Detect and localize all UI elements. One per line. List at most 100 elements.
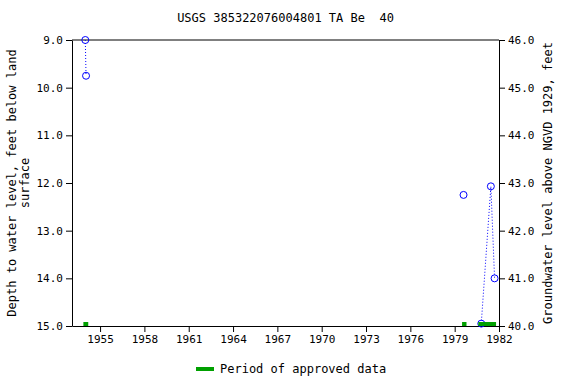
tick-label: 1955 — [87, 333, 114, 346]
axis-line — [72, 41, 73, 327]
tick: 1964 — [220, 326, 247, 346]
chart: USGS 385322076004801 TA Be 40 1955 1958 196… — [0, 0, 576, 384]
tick-mark — [66, 183, 72, 184]
y-axis-title-line: Depth to water level, feet below land — [5, 49, 19, 316]
legend-label: Period of approved data — [220, 362, 386, 376]
tick-label: 1976 — [398, 333, 425, 346]
y-axis: 9.0 10.0 11.0 12.0 13.0 14.0 15.0 — [37, 34, 73, 333]
y2-axis-title: Groundwater level above NGVD 1929, feet — [541, 42, 555, 324]
tick-label: 44.0 — [508, 129, 535, 142]
tick: 13.0 — [37, 225, 73, 238]
tick: 46.0 — [499, 34, 535, 47]
tick-mark — [499, 231, 505, 232]
tick-mark — [66, 326, 72, 327]
tick-mark — [100, 326, 101, 332]
tick-mark — [499, 183, 505, 184]
tick: 9.0 — [43, 34, 72, 47]
data-point — [460, 191, 467, 198]
data-point — [491, 275, 498, 282]
tick-label: 43.0 — [508, 177, 535, 190]
tick-mark — [499, 88, 505, 89]
tick: 1976 — [398, 326, 425, 346]
tick-mark — [66, 278, 72, 279]
y2-axis: 40.0 41.0 42.0 43.0 44.0 45.0 46.0 — [499, 34, 535, 333]
data-point — [487, 183, 494, 190]
tick: 40.0 — [499, 320, 535, 333]
frame-top — [72, 40, 499, 41]
tick-label: 15.0 — [37, 320, 64, 333]
tick: 10.0 — [37, 82, 73, 95]
tick: 1967 — [265, 326, 292, 346]
title: USGS 385322076004801 TA Be 40 — [177, 11, 394, 25]
tick: 14.0 — [37, 272, 73, 285]
tick-mark — [189, 326, 190, 332]
tick-mark — [499, 326, 505, 327]
tick: 1955 — [87, 326, 114, 346]
tick: 1970 — [309, 326, 336, 346]
series-line — [481, 186, 494, 323]
tick-label: 11.0 — [37, 129, 64, 142]
tick: 12.0 — [37, 177, 73, 190]
tick-label: 1982 — [486, 333, 513, 346]
data-point — [83, 72, 90, 79]
tick: 45.0 — [499, 82, 535, 95]
tick-mark — [233, 326, 234, 332]
approved-period — [478, 322, 496, 326]
tick-mark — [410, 326, 411, 332]
tick-mark — [66, 40, 72, 41]
tick-label: 41.0 — [508, 272, 535, 285]
tick: 1979 — [442, 326, 469, 346]
legend-swatch — [196, 367, 214, 371]
tick-mark — [455, 326, 456, 332]
series-points — [460, 191, 467, 198]
tick-mark — [499, 40, 505, 41]
tick-mark — [144, 326, 145, 332]
tick-label: 10.0 — [37, 82, 64, 95]
y-axis-title: Depth to water level, feet below landsur… — [5, 49, 32, 316]
tick-label: 1961 — [176, 333, 203, 346]
tick-label: 40.0 — [508, 320, 535, 333]
tick-mark — [366, 326, 367, 332]
tick: 1958 — [132, 326, 159, 346]
tick: 42.0 — [499, 225, 535, 238]
approved-period — [462, 322, 466, 326]
tick-mark — [66, 88, 72, 89]
y-axis-title-line: surface — [18, 158, 32, 209]
plot-area — [82, 37, 498, 328]
series-points — [478, 183, 498, 327]
approved-periods — [83, 324, 496, 325]
tick-label: 46.0 — [508, 34, 535, 47]
tick-label: 1967 — [265, 333, 292, 346]
x-axis: 1955 1958 1961 1964 1967 1970 1973 1976 1979 1982 — [73, 326, 513, 346]
tick: 41.0 — [499, 272, 535, 285]
tick-label: 1958 — [132, 333, 159, 346]
tick: 1961 — [176, 326, 203, 346]
tick-mark — [277, 326, 278, 332]
tick-label: 1979 — [442, 333, 469, 346]
tick-mark — [66, 231, 72, 232]
tick: 44.0 — [499, 129, 535, 142]
tick-label: 45.0 — [508, 82, 535, 95]
tick-label: 12.0 — [37, 177, 64, 190]
tick: 1973 — [353, 326, 380, 346]
tick-label: 13.0 — [37, 225, 64, 238]
tick-label: 1973 — [353, 333, 380, 346]
approved-period — [83, 322, 88, 326]
data-point — [82, 37, 89, 44]
tick-label: 1970 — [309, 333, 336, 346]
tick-mark — [66, 135, 72, 136]
tick: 11.0 — [37, 129, 73, 142]
tick-mark — [499, 135, 505, 136]
axis-line — [73, 326, 500, 327]
tick-mark — [322, 326, 323, 332]
legend: Period of approved data — [196, 362, 386, 376]
tick: 43.0 — [499, 177, 535, 190]
tick-label: 1964 — [220, 333, 247, 346]
tick-label: 9.0 — [43, 34, 63, 47]
series-line — [85, 40, 87, 76]
tick: 15.0 — [37, 320, 73, 333]
tick-mark — [499, 278, 505, 279]
series-points — [82, 37, 90, 80]
tick-label: 14.0 — [37, 272, 64, 285]
tick-label: 42.0 — [508, 225, 535, 238]
